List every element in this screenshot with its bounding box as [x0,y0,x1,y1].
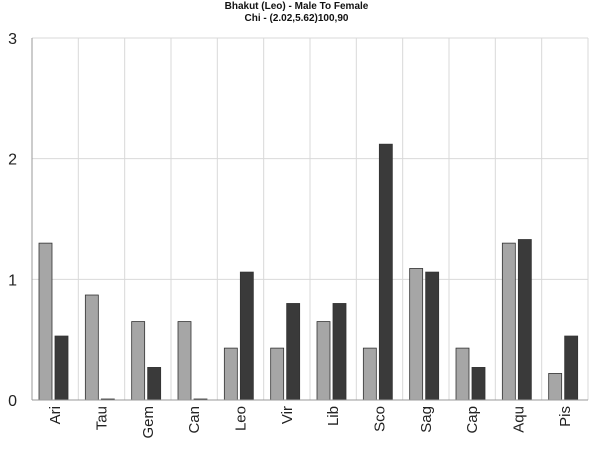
bar-leo-series-1 [223,347,238,401]
y-tick-label: 0 [8,393,17,410]
chart-subtitle: Chi - (2.02,5.62)100,90 [244,13,349,24]
bar-cap-series-2 [471,367,486,401]
x-tick-label-cap: Cap [464,406,481,434]
x-tick-label-pis: Pis [557,406,574,427]
bar-aqu-series-2 [517,239,532,401]
chart-title: Bhakut (Leo) - Male To Female [224,1,369,12]
bar-pis-series-1 [548,373,563,401]
bar-vir-series-2 [286,303,301,401]
bar-sco-series-1 [362,347,377,401]
bar-ari-series-1 [38,242,53,401]
bar-gem-series-1 [131,321,146,401]
x-tick-label-sag: Sag [418,406,435,433]
x-tick-label-sco: Sco [372,406,389,432]
y-tick-label: 3 [8,31,17,48]
x-tick-label-leo: Leo [233,406,250,431]
y-tick-label: 2 [8,152,17,169]
bar-can-series-1 [177,321,192,401]
bar-pis-series-2 [564,335,579,401]
bar-lib-series-1 [316,321,331,401]
x-tick-label-can: Can [186,406,203,434]
x-tick-label-lib: Lib [325,406,342,426]
x-tick-label-vir: Vir [279,406,296,424]
bar-sco-series-2 [378,143,393,401]
bar-lib-series-2 [332,303,347,401]
x-tick-label-tau: Tau [94,406,111,430]
x-tick-label-aqu: Aqu [511,406,528,433]
bar-vir-series-1 [270,347,285,401]
bar-sag-series-2 [425,271,440,401]
bar-cap-series-1 [455,347,470,401]
bar-leo-series-2 [239,271,254,401]
bar-sag-series-1 [409,268,424,401]
y-tick-label: 1 [8,272,17,289]
bar-gem-series-2 [147,367,162,401]
bar-tau-series-1 [84,294,99,401]
x-tick-label-ari: Ari [47,406,64,424]
x-tick-label-gem: Gem [140,406,157,439]
bar-aqu-series-1 [501,242,516,401]
bar-ari-series-2 [54,335,69,401]
